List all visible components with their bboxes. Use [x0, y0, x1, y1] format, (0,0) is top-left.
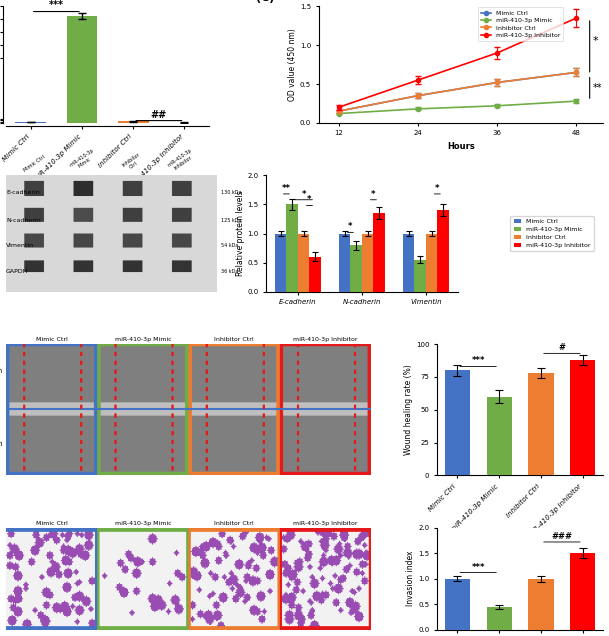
Bar	[15, 122, 46, 123]
Line: Inhibitor Ctrl: Inhibitor Ctrl	[336, 71, 579, 113]
miR-410-3p Mimic	[493, 102, 501, 109]
miR-410-3p Inhibitor	[335, 104, 342, 111]
Text: miR-410-3p
Mimic: miR-410-3p Mimic	[68, 148, 98, 173]
miR-410-3p Inhibitor	[414, 76, 421, 84]
Bar	[487, 607, 512, 630]
Bar	[339, 233, 350, 292]
miR-410-3p Mimic	[573, 97, 580, 105]
Inhibitor Ctrl	[573, 69, 580, 76]
X-axis label: Hours: Hours	[447, 142, 474, 151]
Text: GAPDH: GAPDH	[6, 270, 29, 275]
Text: miR-410-3p Inhibitor: miR-410-3p Inhibitor	[293, 336, 357, 342]
Legend: Mimic Ctrl, miR-410-3p Mimic, Inhibitor Ctrl, miR-410-3p Inhibitor: Mimic Ctrl, miR-410-3p Mimic, Inhibitor …	[478, 7, 563, 41]
Text: *: *	[435, 184, 440, 193]
Text: 125 kDa: 125 kDa	[220, 218, 241, 223]
Text: Inhibitor
Ctrl: Inhibitor Ctrl	[121, 152, 144, 173]
Bar	[66, 16, 97, 123]
Text: 130 kDa: 130 kDa	[220, 190, 241, 195]
Inhibitor Ctrl	[414, 92, 421, 99]
Text: 0 h: 0 h	[0, 368, 2, 374]
Line: Mimic Ctrl: Mimic Ctrl	[336, 71, 579, 113]
Text: Mimic Ctrl: Mimic Ctrl	[23, 155, 46, 173]
Y-axis label: Invasion index: Invasion index	[406, 551, 415, 606]
Bar	[403, 233, 414, 292]
Bar	[309, 257, 321, 292]
Bar	[426, 233, 437, 292]
miR-410-3p Mimic	[414, 105, 421, 113]
Text: *: *	[593, 36, 599, 46]
Bar	[529, 373, 554, 475]
Text: miR-410-3p Mimic: miR-410-3p Mimic	[114, 336, 171, 342]
Bar	[414, 259, 426, 292]
Text: miR-410-3p
Inhibitor: miR-410-3p Inhibitor	[167, 148, 196, 173]
Text: ##: ##	[151, 111, 167, 120]
miR-410-3p Inhibitor	[573, 14, 580, 22]
Text: 54 kDa: 54 kDa	[220, 243, 238, 247]
Bar	[286, 204, 298, 292]
Bar	[445, 579, 470, 630]
Text: ***: ***	[471, 563, 485, 572]
Text: ***: ***	[49, 0, 64, 10]
Bar	[373, 213, 385, 292]
Bar	[445, 370, 470, 475]
Text: **: **	[593, 83, 602, 93]
Inhibitor Ctrl	[493, 79, 501, 86]
Bar	[529, 579, 554, 630]
Text: ***: ***	[471, 356, 485, 365]
Bar	[275, 233, 286, 292]
Text: *: *	[307, 195, 312, 204]
Bar	[570, 360, 596, 475]
Bar	[570, 553, 596, 630]
Bar	[362, 233, 373, 292]
Text: 48 h: 48 h	[0, 441, 2, 448]
Mimic Ctrl	[493, 79, 501, 86]
Text: 36 kDa: 36 kDa	[220, 270, 238, 275]
Line: miR-410-3p Inhibitor: miR-410-3p Inhibitor	[336, 16, 579, 109]
Y-axis label: Relative protein levels: Relative protein levels	[236, 191, 245, 277]
Text: Mimic Ctrl: Mimic Ctrl	[36, 336, 68, 342]
Mimic Ctrl	[335, 107, 342, 115]
Text: N-cadherin: N-cadherin	[6, 218, 41, 223]
Mimic Ctrl	[573, 69, 580, 76]
miR-410-3p Inhibitor	[493, 49, 501, 57]
Text: Mimic Ctrl: Mimic Ctrl	[36, 521, 68, 526]
Text: Vimentin: Vimentin	[6, 243, 34, 247]
Line: miR-410-3p Mimic: miR-410-3p Mimic	[336, 99, 579, 116]
Inhibitor Ctrl	[335, 107, 342, 115]
Text: miR-410-3p Inhibitor: miR-410-3p Inhibitor	[293, 521, 357, 526]
Bar	[298, 233, 309, 292]
Text: *: *	[348, 222, 353, 232]
Bar	[487, 397, 512, 475]
Bar	[118, 121, 149, 123]
Text: Inhibitor Ctrl: Inhibitor Ctrl	[214, 521, 254, 526]
miR-410-3p Mimic	[335, 110, 342, 118]
Legend: Mimic Ctrl, miR-410-3p Mimic, Inhibitor Ctrl, miR-410-3p Inhibitor: Mimic Ctrl, miR-410-3p Mimic, Inhibitor …	[510, 216, 594, 251]
Text: miR-410-3p Mimic: miR-410-3p Mimic	[114, 521, 171, 526]
Text: Inhibitor Ctrl: Inhibitor Ctrl	[214, 336, 254, 342]
Text: *: *	[371, 190, 376, 198]
Text: *: *	[301, 190, 306, 198]
Text: **: **	[282, 184, 291, 193]
Mimic Ctrl	[414, 92, 421, 99]
Text: #: #	[558, 343, 565, 352]
Text: ###: ###	[551, 532, 572, 541]
Bar	[350, 245, 362, 292]
Text: (C): (C)	[256, 0, 275, 3]
Y-axis label: Wound healing rate (%): Wound healing rate (%)	[404, 364, 414, 455]
Bar	[437, 211, 449, 292]
Y-axis label: OD value (450 nm): OD value (450 nm)	[288, 28, 297, 101]
Text: E-cadherin: E-cadherin	[6, 190, 40, 195]
